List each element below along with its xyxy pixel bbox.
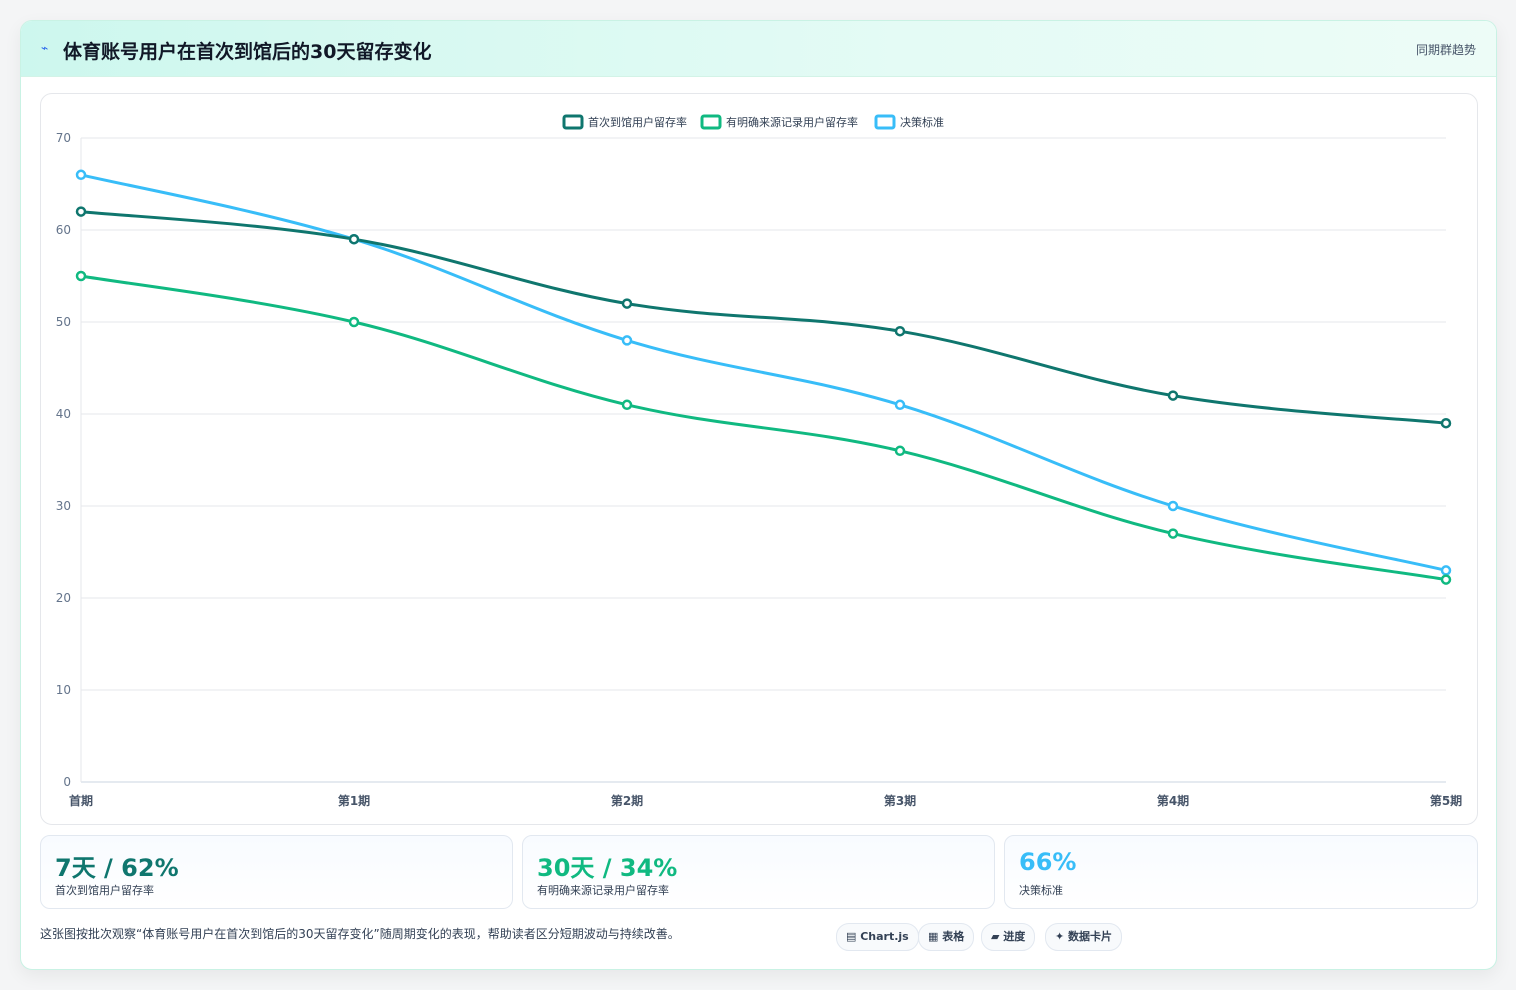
stat-label: 首次到馆用户留存率 bbox=[55, 884, 154, 897]
lightning-icon: ⌁ bbox=[41, 41, 49, 55]
stat-card-source-record: 30天 / 34% 有明确来源记录用户留存率 bbox=[522, 835, 995, 909]
legend-label: 决策标准 bbox=[900, 115, 944, 129]
data-point bbox=[348, 316, 360, 328]
legend-swatch bbox=[874, 114, 896, 130]
stat-label: 决策标准 bbox=[1019, 884, 1063, 897]
legend-label: 首次到馆用户留存率 bbox=[588, 115, 687, 129]
y-tick-label: 60 bbox=[56, 223, 71, 237]
y-tick-label: 30 bbox=[56, 499, 71, 513]
data-point bbox=[1440, 417, 1452, 429]
card-header: ⌁ 体育账号用户在首次到馆后的30天留存变化 同期群趋势 bbox=[21, 21, 1496, 77]
legend-swatch bbox=[700, 114, 722, 130]
data-point bbox=[894, 325, 906, 337]
x-tick-label: 第1期 bbox=[338, 793, 370, 808]
stat-value: 30天 / 34% bbox=[537, 854, 678, 882]
series-line bbox=[80, 173, 1447, 572]
data-point bbox=[75, 169, 87, 181]
stat-card-decision: 66% 决策标准 bbox=[1004, 835, 1478, 909]
stat-value: 7天 / 62% bbox=[55, 854, 179, 882]
chart-container: 0 10 20 30 40 50 60 70 首期 第1期 第2期 第3期 第4期 第5期 首次到馆用户留存… bbox=[40, 93, 1478, 825]
legend-swatch bbox=[562, 114, 584, 130]
x-tick-label: 第4期 bbox=[1157, 793, 1189, 808]
chart-description: 这张图按批次观察“体育账号用户在首次到馆后的30天留存变化”随周期变化的表现，帮… bbox=[40, 927, 680, 941]
pill-progress[interactable]: ▰ 进度 bbox=[981, 923, 1036, 951]
data-point bbox=[75, 270, 87, 282]
y-tick-label: 70 bbox=[56, 131, 71, 145]
y-tick-label: 10 bbox=[56, 683, 71, 697]
data-point bbox=[1167, 500, 1179, 512]
y-tick-label: 20 bbox=[56, 591, 71, 605]
x-tick-label: 第3期 bbox=[884, 793, 916, 808]
line-chart: 0 10 20 30 40 50 60 70 首期 第1期 第2期 第3期 第4期 第5期 首次到馆用户留存… bbox=[56, 114, 1462, 808]
stat-card-first-visit: 7天 / 62% 首次到馆用户留存率 bbox=[40, 835, 513, 909]
legend-label: 有明确来源记录用户留存率 bbox=[726, 115, 858, 129]
pill-table[interactable]: ▦ 表格 bbox=[918, 923, 975, 951]
data-point bbox=[894, 445, 906, 457]
x-tick-label: 首期 bbox=[69, 793, 93, 808]
y-tick-label: 0 bbox=[63, 775, 71, 789]
stat-value: 66% bbox=[1019, 848, 1077, 876]
series-line bbox=[80, 210, 1447, 425]
x-tick-label: 第5期 bbox=[1430, 793, 1462, 808]
series-line bbox=[80, 274, 1447, 582]
data-point bbox=[1167, 390, 1179, 401]
stat-label: 有明确来源记录用户留存率 bbox=[537, 884, 669, 897]
data-point bbox=[1440, 565, 1452, 576]
data-point bbox=[348, 233, 360, 245]
y-tick-label: 40 bbox=[56, 407, 71, 421]
data-point bbox=[1440, 574, 1452, 585]
x-tick-label: 第2期 bbox=[611, 793, 643, 808]
data-point bbox=[621, 335, 633, 346]
data-point bbox=[894, 399, 906, 411]
data-point bbox=[621, 298, 633, 309]
data-point bbox=[621, 399, 633, 411]
data-point bbox=[1167, 528, 1179, 539]
pill-data-card[interactable]: ✦ 数据卡片 bbox=[1045, 923, 1123, 951]
y-tick-label: 50 bbox=[56, 315, 71, 329]
pill-chartjs[interactable]: ▤ Chart.js bbox=[836, 923, 919, 951]
header-caption: 同期群趋势 bbox=[1415, 43, 1476, 57]
chart-card: ⌁ 体育账号用户在首次到馆后的30天留存变化 同期群趋势 0 10 20 30 40 50… bbox=[20, 20, 1497, 970]
data-point bbox=[75, 206, 87, 217]
page-title: 体育账号用户在首次到馆后的30天留存变化 bbox=[63, 41, 432, 63]
